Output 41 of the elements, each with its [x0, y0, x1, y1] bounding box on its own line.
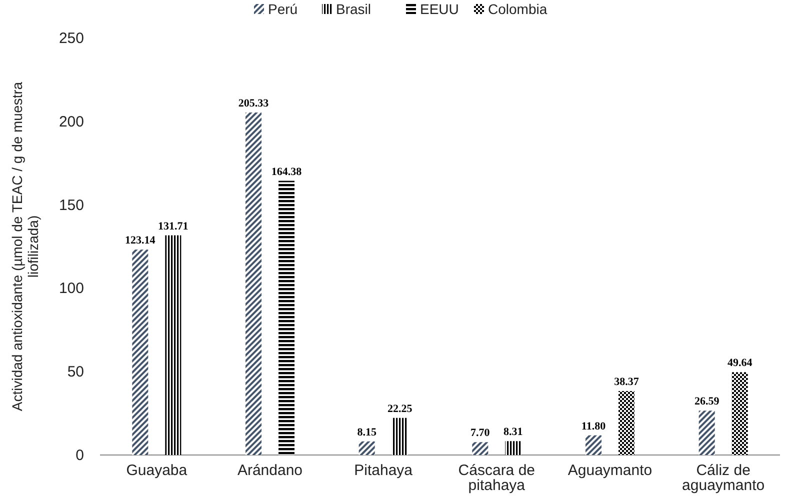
- data-label: 7.70: [470, 427, 490, 440]
- bar: [732, 372, 748, 455]
- x-tick-label: Arándano: [237, 462, 303, 479]
- bar: [505, 441, 522, 455]
- data-label: 131.71: [158, 220, 188, 232]
- bar: [246, 112, 262, 455]
- y-tick-label: 50: [67, 364, 84, 381]
- y-tick-label: 100: [58, 280, 84, 298]
- data-label: 164.38: [271, 166, 302, 178]
- y-axis-title: Actividad antioxidante (µmol de TEAC / g de muestra liofilizada): [9, 82, 41, 412]
- data-label: 123.14: [125, 234, 156, 247]
- bar: [586, 435, 602, 455]
- y-tick-label: 200: [58, 113, 84, 130]
- bar: [698, 410, 715, 455]
- x-tick-label: Guayaba: [126, 462, 188, 479]
- bar: [392, 418, 408, 455]
- data-label: 8.31: [504, 426, 523, 438]
- y-tick-label: 0: [76, 447, 84, 464]
- x-tick-label: Cáscara de pitahaya: [458, 462, 536, 494]
- data-label: 26.59: [694, 396, 720, 408]
- y-tick-label: 150: [58, 196, 84, 214]
- bar: [132, 250, 148, 455]
- legend-label: Perú: [268, 1, 298, 17]
- x-tick-label: Pitahaya: [354, 462, 414, 479]
- data-label: 22.25: [387, 402, 413, 415]
- bar: [165, 235, 182, 455]
- bar: [358, 441, 375, 455]
- bar: [618, 391, 634, 455]
- legend-label: Brasil: [336, 1, 372, 17]
- bar: [472, 442, 488, 455]
- data-label: 49.64: [727, 357, 753, 370]
- data-label: 205.33: [238, 98, 270, 110]
- x-tick-label: Aguaymanto: [568, 462, 652, 479]
- data-label: 11.80: [581, 420, 606, 432]
- bar: [278, 180, 294, 455]
- legend-label: Colombia: [488, 1, 548, 17]
- data-label: 8.15: [357, 426, 377, 438]
- x-tick-label: Cáliz de aguaymanto: [682, 462, 765, 494]
- data-label: 38.37: [614, 376, 640, 388]
- legend-label: EEUU: [420, 1, 459, 17]
- y-tick-label: 250: [58, 30, 84, 47]
